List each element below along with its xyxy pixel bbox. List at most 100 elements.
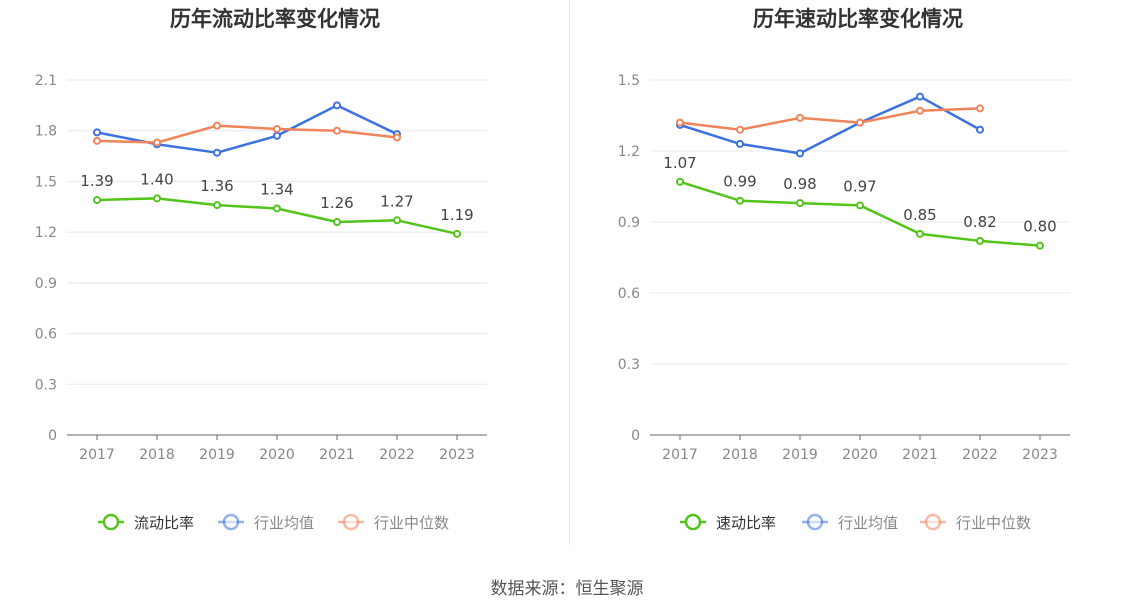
legend-label: 速动比率	[716, 514, 776, 532]
legend-item-current[interactable]: 流动比率	[98, 513, 194, 532]
data-point-quick[interactable]	[736, 196, 744, 205]
data-point-avg[interactable]	[213, 148, 221, 157]
legend-item-median[interactable]: 行业中位数	[920, 513, 1031, 532]
data-point-median[interactable]	[976, 104, 984, 113]
series-line-median	[679, 107, 981, 131]
data-point-current[interactable]	[333, 218, 341, 226]
legend-label: 行业中位数	[956, 514, 1031, 532]
data-point-median[interactable]	[93, 136, 101, 145]
data-point-current[interactable]	[453, 229, 461, 238]
y-tick-label: 2.1	[35, 73, 57, 89]
legend-label: 流动比率	[134, 514, 194, 532]
data-label: 1.27	[380, 192, 413, 210]
data-label: 1.36	[200, 177, 233, 195]
y-tick-label: 0.6	[618, 286, 640, 302]
legend-item-quick[interactable]: 速动比率	[680, 513, 776, 532]
data-point-median[interactable]	[333, 126, 341, 135]
data-point-quick[interactable]	[676, 177, 684, 186]
data-point-current[interactable]	[213, 201, 221, 210]
y-tick-label: 0.9	[618, 215, 640, 231]
legend-label: 行业中位数	[374, 514, 449, 532]
x-tick-label: 2022	[379, 447, 415, 463]
x-tick-label: 2018	[139, 447, 175, 463]
series-line-avg	[679, 95, 981, 155]
data-point-quick[interactable]	[1036, 241, 1044, 250]
y-tick-label: 0	[631, 428, 640, 444]
data-label: 0.85	[903, 206, 936, 224]
data-point-median[interactable]	[393, 133, 401, 142]
data-point-median[interactable]	[856, 118, 864, 127]
y-tick-label: 1.5	[618, 73, 640, 89]
data-point-quick[interactable]	[976, 236, 984, 245]
data-label: 1.19	[440, 206, 473, 224]
data-label: 1.07	[663, 154, 696, 172]
data-point-median[interactable]	[796, 113, 804, 122]
legend-label: 行业均值	[254, 514, 314, 532]
data-point-quick[interactable]	[796, 199, 804, 208]
x-tick-label: 2023	[1022, 447, 1058, 463]
y-tick-label: 1.2	[35, 225, 57, 241]
x-tick-label: 2019	[782, 447, 818, 463]
y-tick-label: 0.6	[35, 327, 57, 343]
data-point-median[interactable]	[153, 138, 161, 147]
data-point-median[interactable]	[676, 118, 684, 127]
legend-label: 行业均值	[838, 514, 898, 532]
data-point-avg[interactable]	[93, 128, 101, 137]
data-label: 0.82	[963, 213, 996, 231]
y-tick-label: 0.9	[35, 276, 57, 292]
legend-item-avg[interactable]: 行业均值	[218, 513, 314, 532]
data-point-quick[interactable]	[916, 229, 924, 238]
data-label: 1.26	[320, 194, 353, 212]
y-tick-label: 1.2	[618, 144, 640, 160]
legend-item-avg[interactable]: 行业均值	[802, 513, 898, 532]
data-point-median[interactable]	[213, 121, 221, 130]
data-point-avg[interactable]	[736, 139, 744, 148]
data-label: 1.39	[80, 172, 113, 190]
data-point-median[interactable]	[273, 125, 281, 134]
x-tick-label: 2023	[439, 447, 475, 463]
legend-marker-icon	[924, 513, 942, 531]
y-tick-label: 0	[48, 428, 57, 444]
x-tick-label: 2019	[199, 447, 235, 463]
y-tick-label: 0.3	[35, 377, 57, 393]
current-ratio-chart: 历年流动比率变化情况 0 0.3 0.6 0.9 1.2 1.5 1.8 2.1 2017 2018…	[35, 7, 487, 532]
data-source-note: 数据来源：恒生聚源	[490, 579, 644, 599]
chart-title: 历年流动比率变化情况	[170, 7, 380, 31]
x-tick-label: 2020	[259, 447, 295, 463]
chart-title: 历年速动比率变化情况	[753, 7, 963, 31]
x-tick-label: 2022	[962, 447, 998, 463]
y-tick-label: 1.5	[35, 174, 57, 190]
legend-item-median[interactable]: 行业中位数	[338, 513, 449, 532]
y-tick-label: 0.3	[618, 357, 640, 373]
data-point-quick[interactable]	[856, 201, 864, 210]
data-label: 0.98	[783, 175, 816, 193]
data-label: 1.34	[260, 180, 293, 198]
data-point-current[interactable]	[273, 204, 281, 213]
data-label: 1.40	[140, 170, 173, 188]
x-tick-label: 2021	[319, 447, 355, 463]
y-tick-label: 1.8	[35, 124, 57, 140]
data-point-current[interactable]	[153, 194, 161, 203]
legend-marker-icon	[684, 513, 702, 531]
data-point-avg[interactable]	[333, 101, 341, 110]
data-point-current[interactable]	[393, 216, 401, 225]
data-label: 0.97	[843, 177, 876, 195]
data-point-median[interactable]	[736, 125, 744, 134]
data-point-avg[interactable]	[273, 131, 281, 140]
legend-marker-icon	[806, 513, 824, 531]
legend-marker-icon	[102, 513, 120, 531]
quick-ratio-chart: 历年速动比率变化情况 0 0.3 0.6 0.9 1.2 1.5 2017 2018 2019 20…	[618, 7, 1070, 532]
data-point-median[interactable]	[916, 106, 924, 115]
x-tick-label: 2021	[902, 447, 938, 463]
data-point-current[interactable]	[93, 196, 101, 205]
legend-marker-icon	[342, 513, 360, 531]
x-tick-label: 2018	[722, 447, 758, 463]
x-tick-label: 2017	[79, 447, 115, 463]
legend-marker-icon	[222, 513, 240, 531]
series-line-avg	[96, 104, 398, 154]
x-tick-label: 2017	[662, 447, 698, 463]
data-point-avg[interactable]	[916, 92, 924, 101]
data-point-avg[interactable]	[796, 149, 804, 158]
data-point-avg[interactable]	[976, 125, 984, 134]
